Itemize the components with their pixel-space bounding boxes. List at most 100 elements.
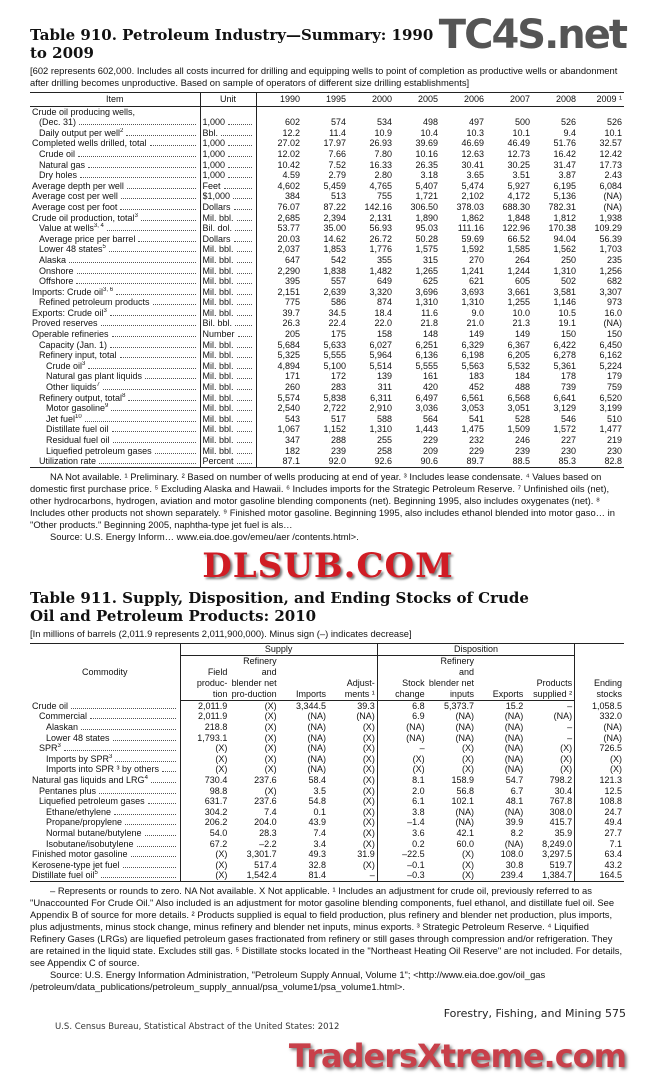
value-cell: (X) <box>264 753 277 764</box>
value-cell: 204.0 <box>254 817 277 828</box>
value-cell: 5,373.7 <box>443 700 474 711</box>
leader-dots <box>235 325 252 327</box>
row-label: Imports: Crude oil3, 6 <box>30 287 200 298</box>
table-row: SPR3 (X) (X) (NA) (X) – (X) (NA) (X) 726.5 <box>30 743 624 754</box>
unit-cell: Number <box>199 329 257 340</box>
row-label: Utilization rate <box>30 456 200 468</box>
value-cell: (NA) <box>455 721 474 732</box>
leader-dots <box>162 771 176 773</box>
value-cell: (X) <box>362 732 375 743</box>
row-label: Propane/propylene <box>30 817 180 828</box>
value-cell: (NA) <box>307 721 326 732</box>
row-label-wrap: Liquefied petroleum gases <box>46 446 198 457</box>
value-cell: (NA) <box>376 732 427 744</box>
row-label-wrap: Distillate fuel oil5 <box>32 870 178 881</box>
value-cell: (X) <box>574 764 624 775</box>
value-cell: 17.73 <box>599 159 622 170</box>
value-cell: 16.33 <box>369 159 392 170</box>
value-cell: 102.1 <box>451 796 474 807</box>
value-cell: 149 <box>514 329 530 340</box>
unit-cell: 1,000 <box>199 117 257 128</box>
value-cell: 1,585 <box>507 244 530 255</box>
unit-cell: Dollars <box>199 233 257 245</box>
value-cell: 30.25 <box>507 159 530 170</box>
row-label: Residual fuel oil <box>30 435 200 446</box>
leader-dots <box>233 198 252 200</box>
value-cell: 51.76 <box>553 138 576 149</box>
value-cell: (X) <box>461 859 474 870</box>
value-cell: 510 <box>606 413 622 424</box>
value-cell: 270 <box>468 254 484 265</box>
value-cell: 534 <box>376 117 392 128</box>
value-cell: 43.2 <box>574 859 624 871</box>
value-cell: 1,572 <box>553 424 576 435</box>
value-cell: 1,475 <box>461 424 484 435</box>
row-label-text: Imports into SPR ³ by others <box>46 764 160 775</box>
value-cell: 85.3 <box>532 456 578 468</box>
value-cell: (X) <box>264 732 277 743</box>
value-cell: 27.7 <box>574 827 624 839</box>
value-cell: 3,051 <box>507 403 530 414</box>
table-row: Offshore Mil. bbl. 395 557 649 625 621 605 502 68… <box>30 276 624 287</box>
value-cell: 205 <box>284 329 300 340</box>
unit-cell: Mil. bbl. <box>199 339 257 351</box>
table-row: Exports: Crude oil3 Mil. bbl. 39.7 34.5 18.4… <box>30 307 624 319</box>
value-cell: (X) <box>264 743 277 754</box>
value-cell: 81.4 <box>278 870 328 882</box>
unit-wrap: Feet <box>203 181 254 192</box>
row-label-text: Utilization rate <box>39 456 97 467</box>
row-label-wrap: Distillate fuel oil <box>46 424 198 435</box>
unit-wrap: Mil. bbl. <box>203 266 254 277</box>
group-supply: Supply <box>179 642 378 656</box>
value-cell: 10.3 <box>466 127 484 138</box>
row-label: (Dec. 31) <box>30 117 200 128</box>
value-cell: 0.1 <box>313 806 326 817</box>
row-label-wrap: Onshore <box>39 266 198 277</box>
unit-cell: $1,000 <box>199 191 257 202</box>
table-row: Crude oil producing wells, <box>30 106 624 118</box>
value-cell: 26.35 <box>415 159 438 170</box>
row-label: Average price per barrel <box>30 234 200 245</box>
value-cell: 6,198 <box>461 350 484 361</box>
table-row: Dry holes 1,000 4.59 2.79 2.80 3.18 3.65 3.51 3.… <box>30 170 624 181</box>
column-header: Exports <box>475 655 526 701</box>
unit-wrap: Bil. dol. <box>203 223 254 234</box>
row-label-wrap: Crude oil <box>32 701 178 712</box>
value-cell: 148 <box>422 329 438 340</box>
value-cell: 10.42 <box>277 159 300 170</box>
leader-dots <box>228 145 252 147</box>
leader-dots <box>236 304 252 306</box>
value-cell: (X) <box>362 785 375 796</box>
unit-text: Bbl. <box>202 127 219 138</box>
unit-cell: Bil. dol. <box>199 223 257 234</box>
value-cell: 2,639 <box>323 286 346 297</box>
leader-dots <box>115 760 176 762</box>
table-910-notes: NA Not available. ¹ Preliminary. ² Based… <box>30 471 626 543</box>
leader-dots <box>235 230 252 232</box>
leader-dots <box>236 293 252 295</box>
unit-cell: Mil. bbl. <box>199 265 257 277</box>
leader-dots <box>236 261 252 263</box>
value-cell: (X) <box>264 711 277 722</box>
leader-dots <box>102 389 196 391</box>
leader-dots <box>114 813 176 815</box>
value-cell: 541 <box>468 413 484 424</box>
value-cell <box>440 106 486 117</box>
leader-dots <box>106 230 196 232</box>
unit-text: Number <box>202 329 235 340</box>
value-cell: 315 <box>422 254 438 265</box>
value-cell: 7.66 <box>328 148 346 159</box>
value-cell: 6.1 <box>376 796 427 807</box>
table-row: Crude oil production, total3 Mil. bbl. 2,6… <box>30 212 624 224</box>
watermark-row: DLSUB.COM <box>30 543 626 589</box>
row-label-text: Commercial <box>39 711 88 722</box>
value-cell: 973 <box>606 297 622 308</box>
value-cell: 5,514 <box>369 360 392 371</box>
row-label-text: Motor gasoline9 <box>46 403 109 414</box>
table-row: Jet fuel10 Mil. bbl. 543 517 588 564 541 528 546… <box>30 413 624 425</box>
value-cell: 108.8 <box>574 796 624 807</box>
unit-text: Mil. bbl. <box>202 435 234 445</box>
unit-wrap: Mil. bbl. <box>203 403 254 414</box>
row-label-text: Average cost per foot <box>32 201 118 212</box>
value-cell: – <box>567 721 573 732</box>
